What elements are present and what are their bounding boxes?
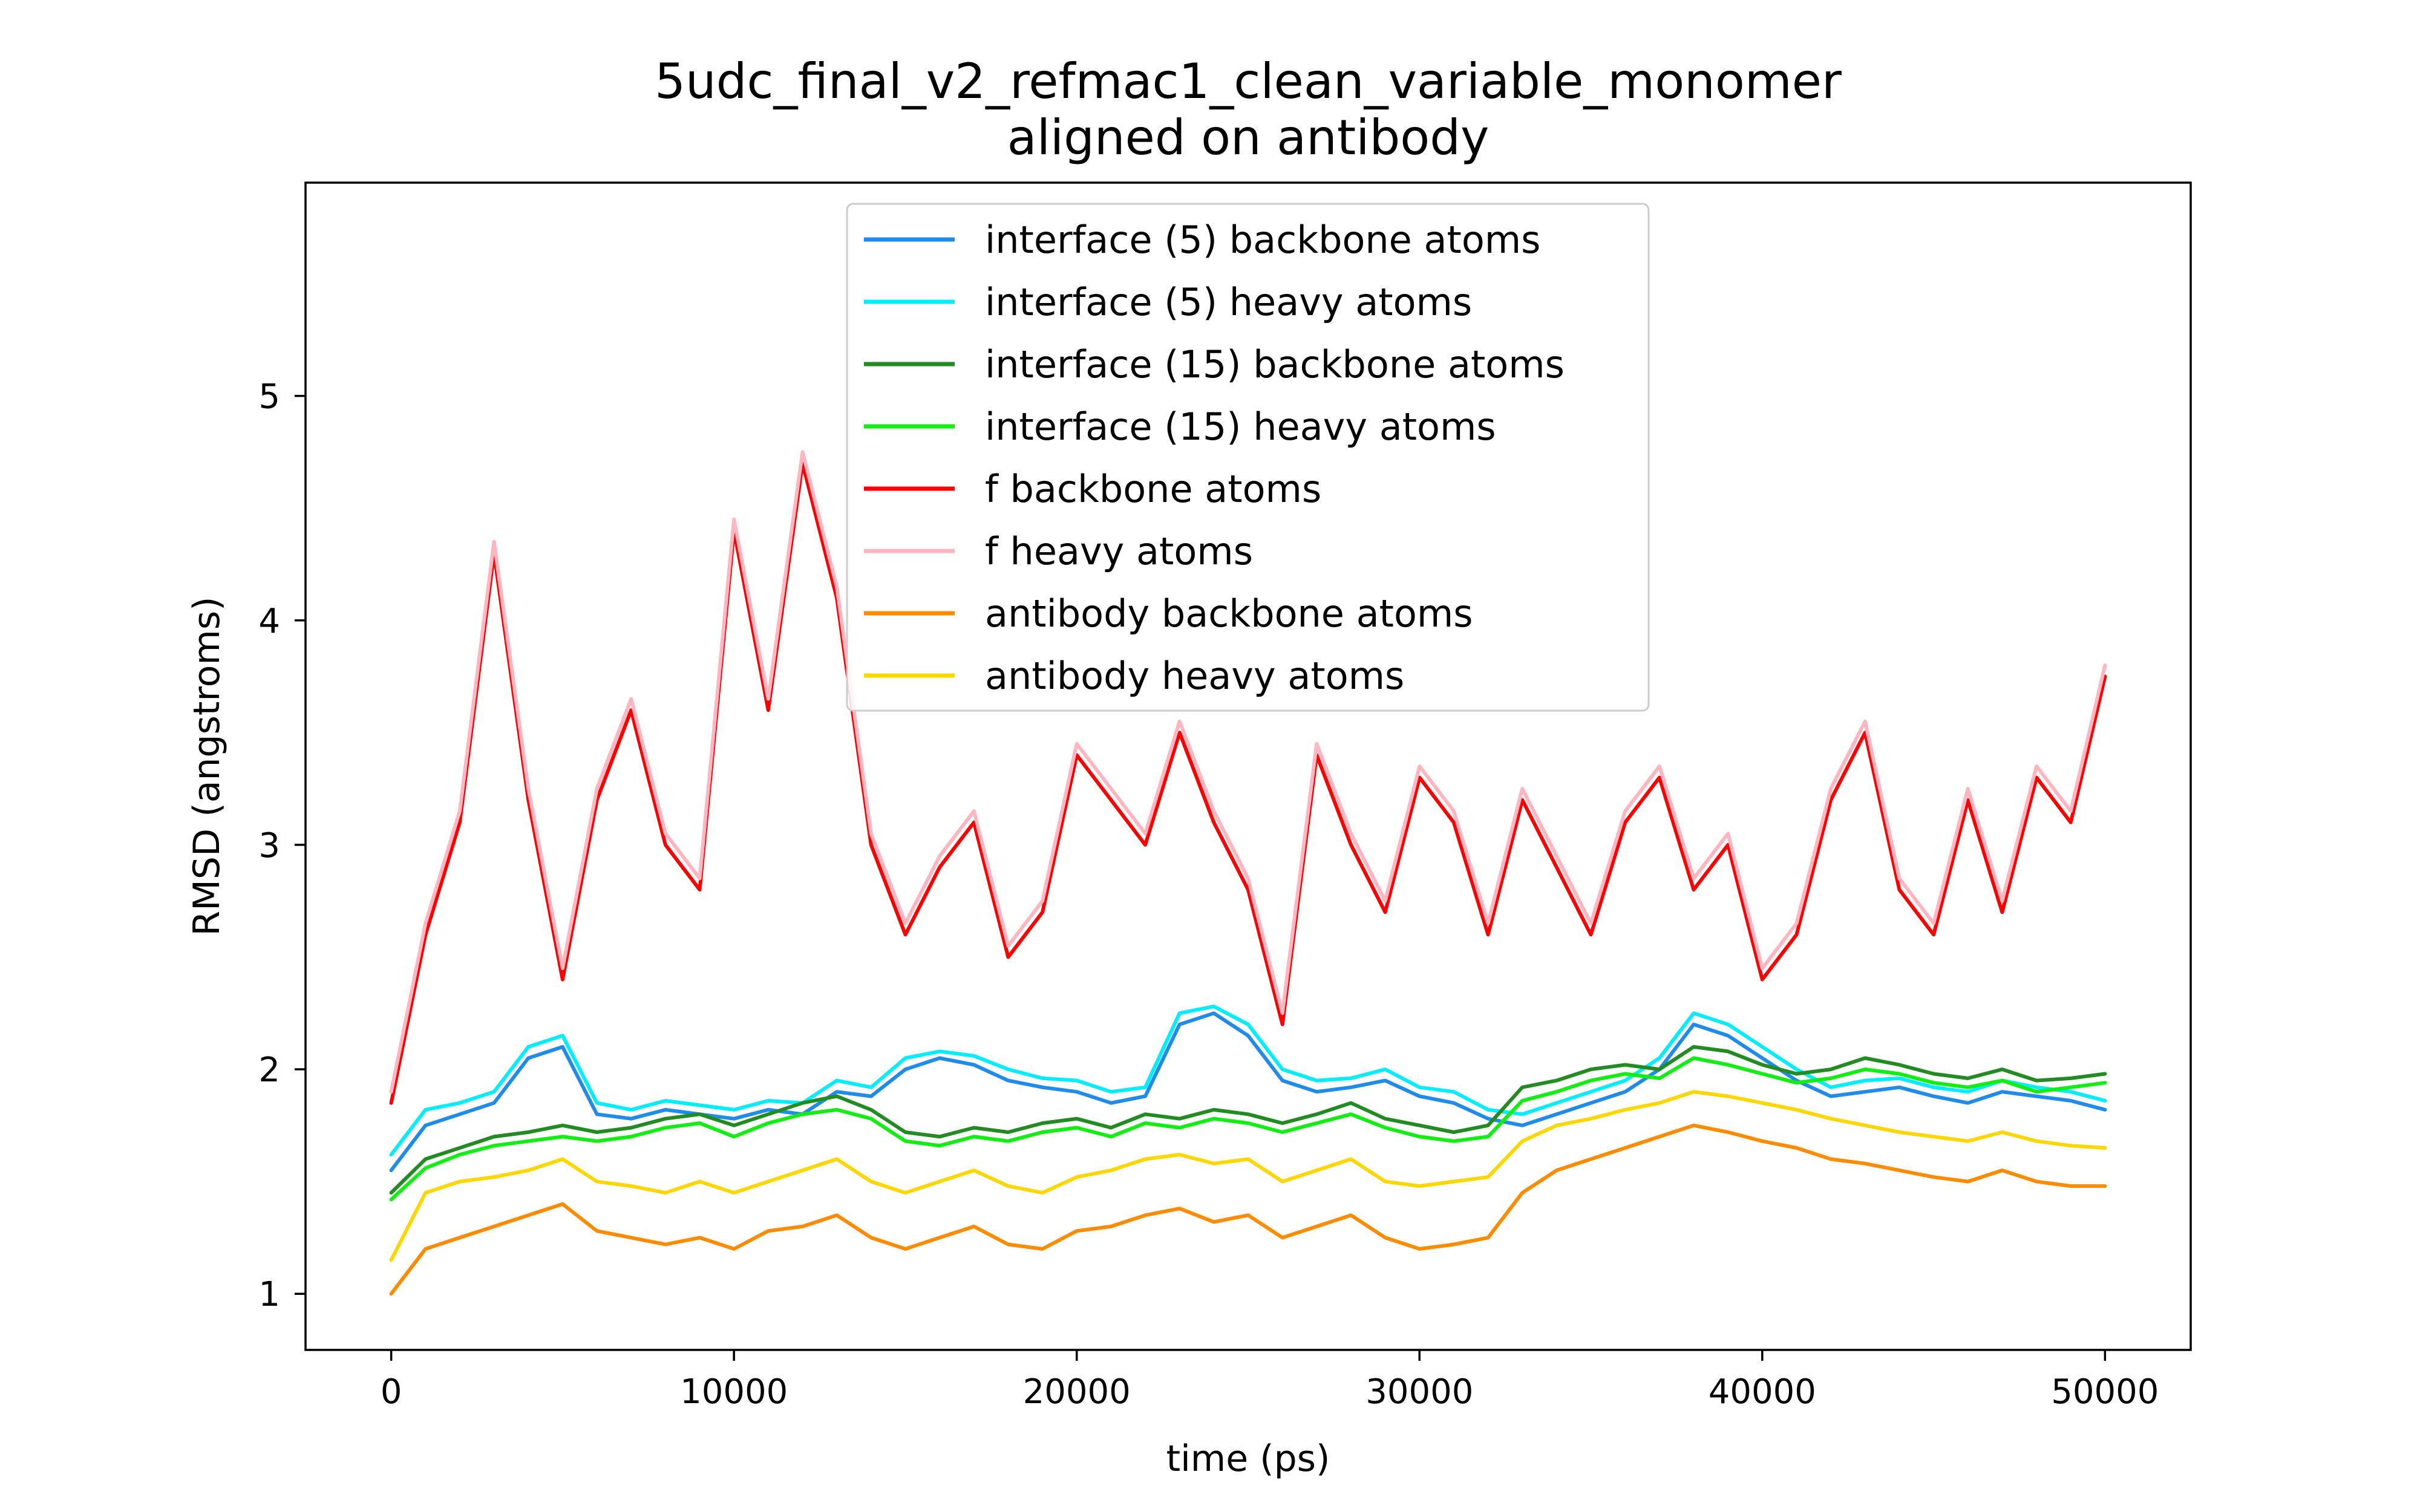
x-tick-label: 30000 bbox=[1365, 1372, 1473, 1412]
series-line-3 bbox=[389, 1044, 2107, 1195]
y-axis-label: RMSD (angstroms) bbox=[186, 596, 228, 936]
series-layer bbox=[389, 450, 2107, 1296]
y-tick-label: 1 bbox=[258, 1275, 280, 1314]
series-line-1 bbox=[389, 1011, 2107, 1173]
series-line-5 bbox=[389, 461, 2107, 1105]
x-tick-label: 50000 bbox=[2051, 1372, 2159, 1412]
legend-box bbox=[846, 203, 1650, 712]
legend-entry-label: interface (15) heavy atoms bbox=[985, 405, 1496, 449]
chart-title: 5udc_final_v2_refmac1_clean_variable_mon… bbox=[655, 53, 1842, 109]
legend-entry-label: interface (5) heavy atoms bbox=[985, 280, 1472, 324]
series-line-4 bbox=[389, 1056, 2107, 1202]
series-line-8 bbox=[389, 1090, 2107, 1262]
x-tick-label: 40000 bbox=[1709, 1372, 1816, 1412]
legend-entry-label: antibody backbone atoms bbox=[985, 591, 1473, 636]
x-tick-label: 0 bbox=[381, 1372, 402, 1412]
x-tick-label: 20000 bbox=[1023, 1372, 1131, 1412]
legend-entry-label: f backbone atoms bbox=[985, 467, 1321, 511]
y-tick-label: 5 bbox=[258, 377, 280, 417]
x-axis-label: time (ps) bbox=[1166, 1438, 1330, 1480]
x-axis: 0 10000 20000 30000 40000 50000 bbox=[381, 1350, 2159, 1412]
legend: interface (5) backbone atoms interface (5… bbox=[846, 203, 1650, 712]
y-tick-label: 3 bbox=[258, 826, 280, 865]
y-axis: 1 2 3 4 5 bbox=[258, 377, 306, 1314]
legend-entry-label: antibody heavy atoms bbox=[985, 654, 1404, 698]
plot-frame bbox=[304, 181, 2192, 1351]
chart-subtitle: aligned on antibody bbox=[1007, 109, 1490, 166]
x-tick-label: 10000 bbox=[680, 1372, 788, 1412]
legend-entry-label: interface (5) backbone atoms bbox=[985, 218, 1540, 262]
legend-entry-label: interface (15) backbone atoms bbox=[985, 342, 1565, 386]
legend-entry-label: f heavy atoms bbox=[985, 529, 1253, 573]
series-line-7 bbox=[389, 1123, 2107, 1296]
y-tick-label: 4 bbox=[258, 602, 280, 641]
series-line-6 bbox=[389, 450, 2107, 1094]
y-tick-label: 2 bbox=[258, 1051, 280, 1090]
